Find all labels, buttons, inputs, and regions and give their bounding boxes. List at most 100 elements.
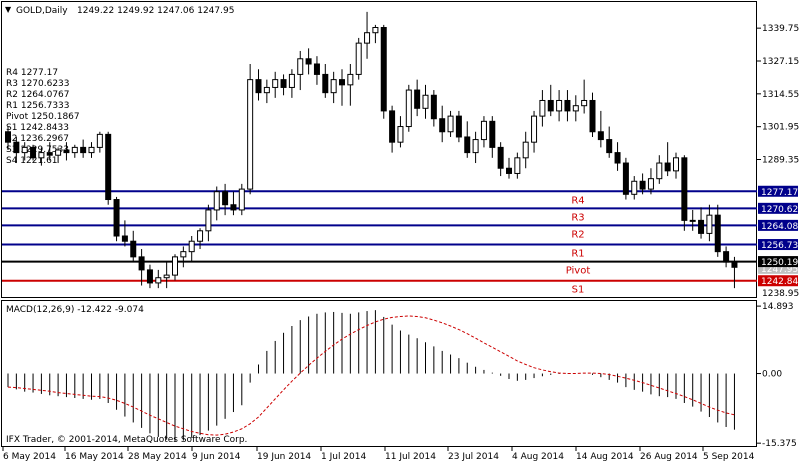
macd-histogram — [7, 310, 735, 442]
candle — [146, 264, 153, 289]
price-tick-label: 1289.35 — [762, 156, 799, 166]
candle — [556, 90, 563, 122]
candle — [197, 228, 204, 250]
candle — [597, 110, 604, 148]
candle — [263, 79, 270, 104]
candle — [731, 256, 738, 289]
candle — [656, 155, 663, 184]
candle — [330, 71, 337, 104]
candle — [230, 191, 237, 216]
candle — [255, 69, 262, 101]
svg-text:1256.73: 1256.73 — [761, 241, 798, 251]
candle — [138, 249, 145, 286]
candle — [489, 116, 496, 158]
time-tick-label: 9 Jun 2014 — [192, 452, 241, 462]
pivot-levels: R4 R3 R2 R1 Pivot S1 — [2, 190, 757, 296]
candle — [372, 24, 379, 44]
candle — [13, 136, 20, 164]
pivot-list-item: R1 1256.7333 — [6, 101, 70, 111]
candle — [647, 168, 654, 195]
price-tag-r2: 1264.08 — [758, 219, 798, 232]
candle — [589, 92, 596, 137]
candle — [71, 144, 78, 158]
candle — [439, 105, 446, 143]
pivot-list-item: S2 1236.2967 — [6, 134, 69, 144]
time-tick-label: 26 Aug 2014 — [640, 452, 698, 462]
candle — [347, 63, 354, 106]
candle — [506, 157, 512, 179]
level-label-r3: R3 — [571, 212, 584, 223]
candle — [238, 183, 245, 216]
candle — [422, 84, 429, 119]
candle — [723, 246, 730, 268]
price-tag-s1: 1242.84 — [758, 275, 798, 287]
candle — [497, 142, 504, 177]
candle — [522, 131, 529, 169]
candle — [113, 196, 120, 242]
candle — [664, 142, 671, 177]
candle — [706, 204, 713, 242]
macd-tick-label: 0.00 — [762, 370, 782, 380]
pivot-list: R4 1277.17 R3 1270.6233 R2 1264.0767 R1 … — [6, 68, 80, 166]
candle — [547, 84, 554, 117]
time-axis: 6 May 2014 16 May 2014 28 May 2014 9 Jun 20… — [2, 447, 755, 462]
candle — [414, 79, 421, 117]
price-axis: 1339.75 1327.15 1314.55 1301.95 1289.35 1238.… — [757, 24, 799, 299]
candle — [247, 63, 254, 195]
svg-text:1264.08: 1264.08 — [761, 222, 798, 232]
candle — [297, 50, 304, 91]
candle — [96, 131, 103, 153]
candle — [213, 186, 220, 221]
candle — [581, 79, 588, 114]
candle — [38, 147, 45, 166]
candle — [622, 157, 629, 200]
candle — [30, 144, 37, 161]
level-label-r2: R2 — [571, 229, 584, 240]
candle — [606, 126, 613, 158]
pivot-list-item: R2 1264.0767 — [6, 90, 70, 100]
svg-text:1242.84: 1242.84 — [761, 277, 798, 287]
candle — [405, 84, 412, 132]
price-tick-label: 1339.75 — [762, 24, 799, 34]
svg-text:1270.62: 1270.62 — [761, 205, 798, 215]
candle — [63, 142, 70, 161]
pivot-list-item: S1 1242.8433 — [6, 123, 69, 133]
svg-text:1277.17: 1277.17 — [761, 188, 798, 198]
macd-tick-label: 14.893 — [762, 302, 794, 312]
price-tick-label: 1301.95 — [762, 123, 799, 133]
candle — [639, 173, 646, 195]
macd-signal-line — [7, 315, 735, 436]
candles — [5, 11, 738, 289]
candle — [222, 183, 229, 216]
candle — [322, 63, 329, 98]
svg-text:1250.19: 1250.19 — [761, 258, 798, 268]
time-tick-label: 14 Aug 2014 — [576, 452, 634, 462]
time-tick-label: 11 Jul 2014 — [385, 452, 436, 462]
price-tag-r1: 1256.73 — [758, 239, 798, 251]
macd-title: MACD(12,26,9) -12.422 -9.074 — [6, 305, 144, 315]
candle — [272, 71, 279, 98]
candle — [364, 11, 371, 59]
candle — [539, 90, 546, 127]
level-label-r1: R1 — [571, 249, 584, 260]
candle — [531, 110, 538, 153]
candle — [130, 230, 137, 263]
time-tick-label: 16 May 2014 — [65, 452, 124, 462]
time-tick-label: 1 Jul 2014 — [321, 452, 366, 462]
candle — [21, 142, 28, 161]
candle — [455, 110, 462, 143]
pivot-list-item: Pivot 1250.1867 — [6, 112, 80, 122]
svg-text:1247.95: 1247.95 — [761, 265, 798, 275]
candle — [80, 139, 87, 158]
collapse-triangle-icon[interactable]: ▼ — [5, 5, 12, 14]
candle — [397, 116, 404, 148]
time-tick-label: 19 Jun 2014 — [257, 452, 311, 462]
candle — [288, 69, 295, 98]
candle — [380, 24, 387, 119]
candle — [389, 105, 396, 153]
signal-line — [7, 315, 735, 436]
candle — [163, 262, 170, 289]
price-panel-frame — [1, 1, 757, 298]
